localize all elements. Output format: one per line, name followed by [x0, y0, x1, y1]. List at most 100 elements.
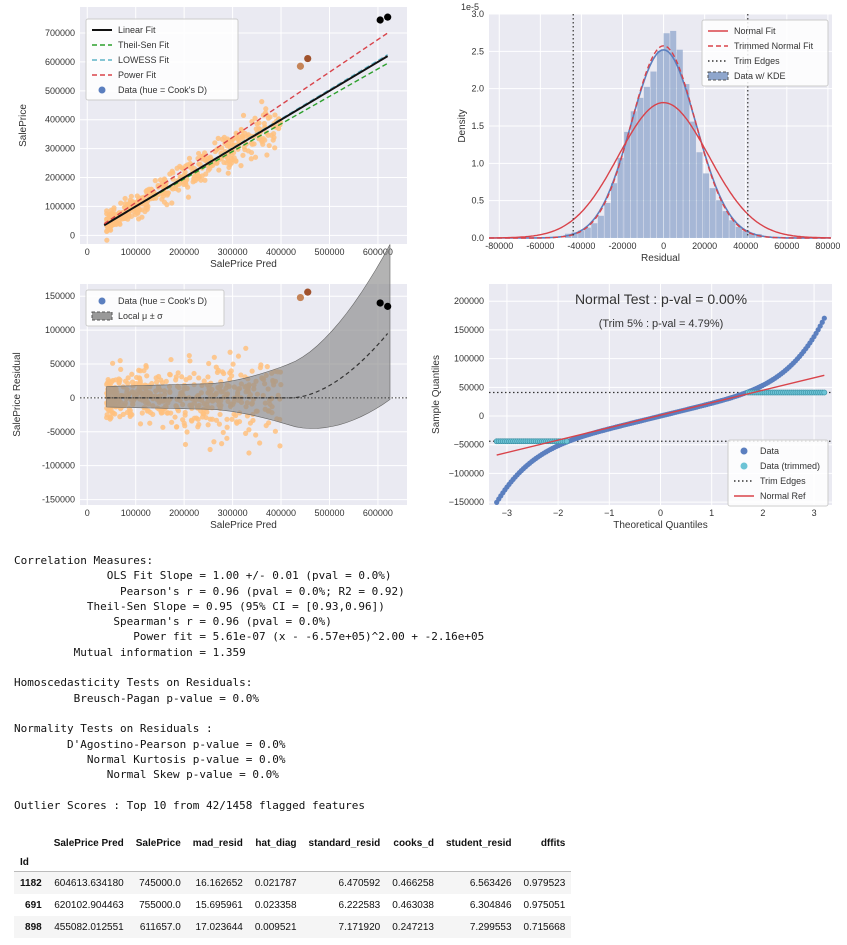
residual-vs-predicted-plot: 0 100000 200000 300000 400000 500000 600000-15… [12, 244, 407, 531]
data-point [104, 208, 110, 214]
histogram-bar [716, 200, 723, 238]
legend-swatch [98, 297, 106, 305]
data-point [169, 200, 175, 206]
data-point [163, 378, 169, 384]
data-point [174, 424, 180, 430]
data-point [265, 132, 271, 138]
table-column-header: cooks_d [393, 837, 434, 849]
x-tick-label: −3 [502, 508, 512, 518]
data-point [224, 143, 230, 149]
data-point [125, 201, 131, 207]
histogram-bar [643, 86, 650, 239]
legend-label: Linear Fit [118, 25, 156, 35]
table-column-header: SalePrice Pred [53, 837, 124, 849]
data-point [259, 99, 265, 105]
data-point [196, 375, 202, 381]
data-point [246, 427, 252, 433]
data-point [170, 170, 176, 176]
table-cell: 0.463038 [392, 899, 434, 911]
table-cell: 0.979523 [517, 871, 572, 894]
y-tick-label: 600000 [45, 57, 75, 67]
data-point [224, 435, 230, 441]
data-point [251, 141, 257, 147]
data-point [227, 349, 233, 355]
data-point [172, 414, 178, 420]
data-point [225, 170, 231, 176]
data-point [221, 159, 227, 165]
data-point [817, 323, 823, 329]
data-point [112, 411, 118, 417]
y-tick-label: 0.5 [471, 196, 484, 206]
data-point [185, 194, 192, 200]
data-point [182, 423, 188, 429]
data-point [179, 374, 185, 380]
x-axis-label: SalePrice Pred [210, 259, 277, 270]
legend-swatch [91, 311, 113, 321]
data-point [122, 215, 128, 222]
histogram-bar [670, 30, 677, 239]
y-tick-label: 2.0 [471, 84, 484, 94]
table-column-header: dffits [540, 837, 566, 849]
y-tick-label: −50000 [454, 440, 484, 450]
legend-box [727, 439, 829, 507]
table-cell: 17.023644 [186, 916, 249, 938]
data-point [216, 167, 222, 173]
x-tick-label: 20000 [692, 241, 717, 251]
legend-swatch [740, 447, 748, 455]
legend-swatch [740, 462, 748, 470]
legend-label: Local μ ± σ [118, 311, 163, 321]
y-tick-label: -150000 [42, 495, 75, 505]
y-tick-label: 50000 [459, 382, 484, 392]
data-point [184, 429, 190, 435]
x-tick-label: 0 [658, 508, 663, 518]
x-tick-label: 500000 [314, 247, 344, 257]
local-mean-sd-band [106, 244, 391, 429]
high-influence-point [384, 13, 392, 21]
data-point [143, 205, 149, 211]
data-point [277, 443, 283, 449]
histogram-bar [696, 152, 703, 238]
data-point [169, 419, 175, 425]
data-point [238, 372, 244, 378]
y-tick-label: 100000 [45, 201, 75, 211]
data-point [185, 162, 191, 168]
data-point [187, 375, 193, 381]
x-tick-label: 40000 [733, 241, 758, 251]
data-point [195, 424, 201, 430]
statistics-report: Correlation Measures: OLS Fit Slope = 1.… [14, 554, 485, 812]
x-tick-label: -40000 [567, 241, 595, 251]
data-point [136, 375, 142, 381]
data-point [243, 430, 249, 436]
data-point [165, 410, 171, 416]
legend-swatch [98, 86, 106, 94]
table-cell: 6.304846 [469, 899, 512, 911]
table-cell: 0.715668 [517, 916, 572, 938]
table-index-name: Id [14, 853, 48, 872]
data-point [187, 358, 193, 364]
data-point [168, 356, 174, 363]
histogram-bar [591, 223, 598, 238]
table-row-id: 898 [14, 916, 48, 938]
y-tick-label: 0.0 [471, 233, 484, 243]
data-point [256, 120, 262, 126]
data-point [108, 207, 114, 213]
x-tick-label: 80000 [815, 241, 840, 251]
data-point [117, 221, 123, 227]
data-point [243, 345, 249, 351]
table-cell: 0.021787 [248, 871, 303, 894]
data-point [125, 375, 131, 381]
x-axis-label: Theoretical Quantiles [613, 520, 708, 531]
histogram-bar [571, 232, 578, 238]
table-cell: 0.975051 [523, 899, 566, 911]
data-point [214, 160, 220, 166]
high-influence-point [376, 299, 384, 307]
x-tick-label: −1 [604, 508, 614, 518]
histogram-bar [663, 33, 670, 238]
y-tick-label: 0 [479, 411, 484, 421]
legend-label: Normal Fit [734, 26, 776, 36]
table-body: 1182 604613.634180 745000.0 16.162652 0.0217… [14, 871, 572, 938]
data-point [199, 173, 205, 179]
y-axis-label: Density [457, 109, 468, 142]
data-point [211, 439, 217, 445]
y-tick-label: −150000 [449, 497, 484, 507]
